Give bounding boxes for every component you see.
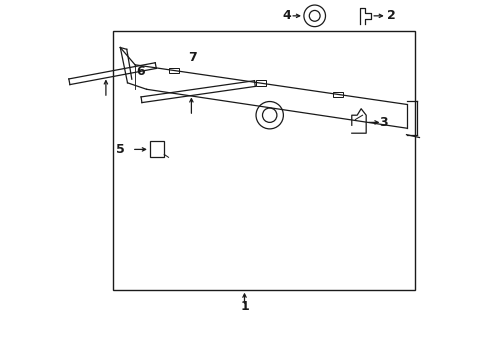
Text: 7: 7 xyxy=(187,51,196,64)
Text: 5: 5 xyxy=(116,143,125,156)
Text: 6: 6 xyxy=(136,65,144,78)
Bar xyxy=(169,68,179,73)
Text: 3: 3 xyxy=(379,116,387,129)
Bar xyxy=(332,91,343,97)
Bar xyxy=(113,31,415,290)
Text: 4: 4 xyxy=(282,9,290,22)
Text: 1: 1 xyxy=(240,300,248,312)
Text: 2: 2 xyxy=(386,9,395,22)
Bar xyxy=(149,141,164,157)
Bar xyxy=(255,80,265,86)
